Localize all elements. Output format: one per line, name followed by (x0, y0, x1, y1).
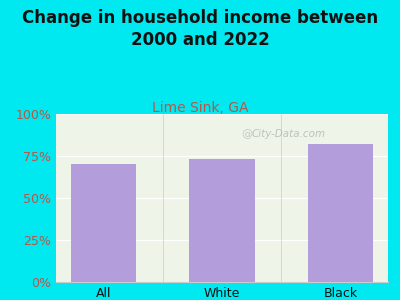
Text: City-Data.com: City-Data.com (251, 129, 326, 139)
Bar (308, 144, 373, 282)
Text: Change in household income between
2000 and 2022: Change in household income between 2000 … (22, 9, 378, 49)
Bar (71, 164, 136, 282)
Bar (190, 159, 254, 282)
Text: @: @ (241, 129, 252, 139)
Text: Lime Sink, GA: Lime Sink, GA (152, 100, 248, 115)
